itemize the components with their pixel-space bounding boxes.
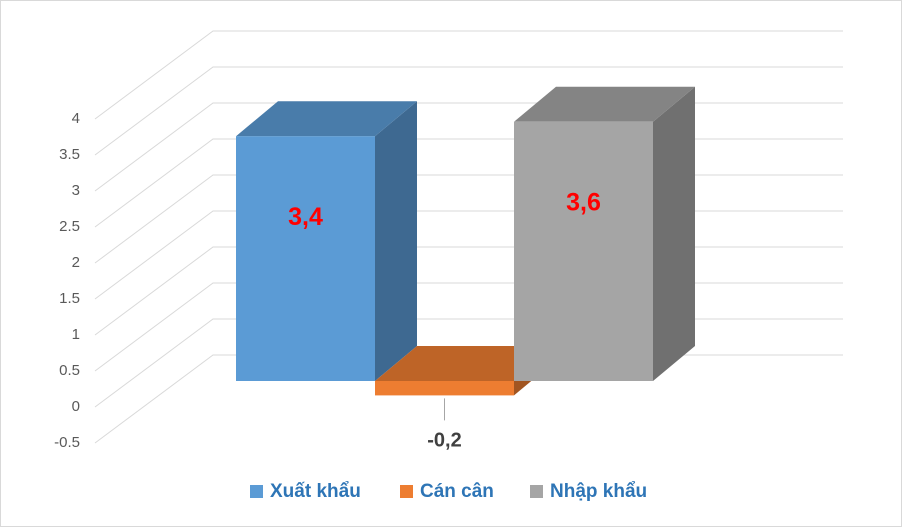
y-tick-label: -0.5 (54, 434, 80, 451)
y-tick-label: 3.5 (59, 146, 80, 163)
bar-top (514, 86, 695, 122)
y-tick-label: 1.5 (59, 290, 80, 307)
y-tick-label: 4 (72, 110, 80, 127)
bar-side (375, 101, 417, 381)
bar-top (375, 346, 556, 381)
bar-side (653, 86, 695, 382)
legend-label: Xuất khẩu (270, 481, 361, 502)
grid-line (94, 66, 843, 156)
y-tick-label: 2.5 (59, 218, 80, 235)
data-label: -0,2 (427, 430, 461, 452)
legend-swatch (400, 485, 413, 498)
data-label: 3,4 (288, 203, 323, 231)
y-tick-label: 1 (72, 326, 80, 343)
y-tick-label: 0.5 (59, 362, 80, 379)
bar-top (236, 101, 417, 137)
y-tick-label: 0 (72, 398, 80, 415)
legend-swatch (530, 485, 543, 498)
legend-label: Cán cân (420, 481, 494, 502)
bar-front (236, 136, 375, 381)
legend-swatch (250, 485, 263, 498)
bar-front (375, 381, 514, 396)
y-tick-label: 2 (72, 254, 80, 271)
data-label: 3,6 (566, 188, 601, 216)
bar (514, 86, 695, 382)
bar-front (514, 121, 653, 382)
y-tick-label: 3 (72, 182, 80, 199)
legend-label: Nhập khẩu (550, 481, 647, 502)
bar (236, 101, 417, 381)
grid-line (94, 30, 843, 120)
